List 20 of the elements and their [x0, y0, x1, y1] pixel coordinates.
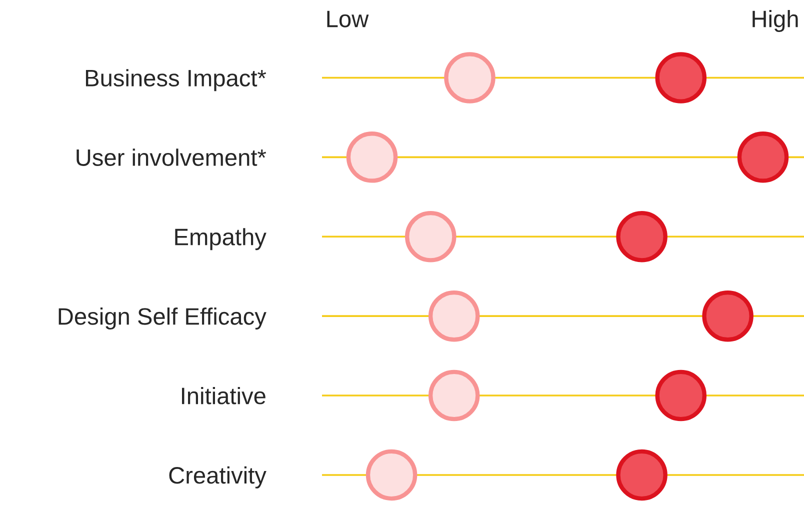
point: [428, 370, 480, 422]
y-tick-label: User involvement*: [76, 148, 266, 166]
text: Low: [327, 10, 369, 28]
y-tick-label: Business Impact*: [86, 69, 266, 92]
point: [655, 370, 707, 422]
point: [616, 449, 668, 501]
y-tick-label: Creativity: [169, 466, 266, 488]
point: [346, 132, 398, 183]
point: [366, 449, 418, 501]
y-tick-label: Initiative: [182, 386, 266, 404]
point: [428, 290, 480, 342]
point: [444, 52, 496, 104]
point: [616, 210, 668, 262]
text: High: [752, 10, 798, 32]
point: [702, 290, 754, 342]
point: [655, 52, 707, 104]
point: [405, 210, 456, 262]
point: [737, 132, 789, 183]
y-tick-label: Empathy: [175, 228, 266, 250]
y-tick-label: Design Self Efficacy: [58, 308, 266, 330]
